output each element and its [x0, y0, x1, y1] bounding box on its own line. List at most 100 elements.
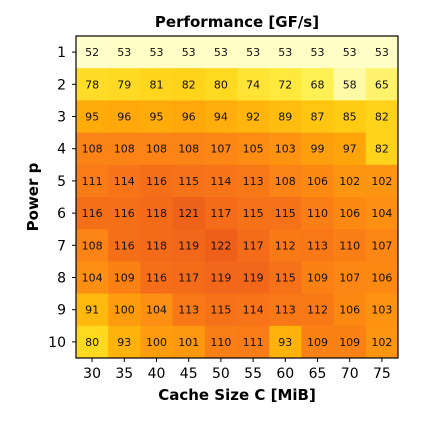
- y-tick-label: 8: [57, 271, 66, 287]
- heatmap-cell: [333, 261, 367, 295]
- cell-value-label: 109: [114, 272, 135, 285]
- heatmap-cell: [108, 100, 141, 134]
- heatmap-cell: [333, 164, 367, 198]
- cell-value-label: 111: [243, 336, 264, 349]
- heatmap-cell: [76, 132, 109, 166]
- heatmap-cell: [237, 293, 270, 327]
- heatmap-cell: [140, 132, 174, 166]
- y-axis-label: Power p: [24, 162, 42, 231]
- cell-value-label: 102: [339, 175, 360, 188]
- cell-value-label: 78: [85, 78, 99, 91]
- heatmap-cell: [172, 261, 206, 295]
- y-tick-label: 6: [57, 206, 66, 222]
- cell-value-label: 65: [375, 78, 389, 91]
- heatmap-cell: [172, 293, 206, 327]
- heatmap-cell: [365, 132, 399, 166]
- cell-value-label: 115: [275, 207, 296, 220]
- heatmap-cell: [76, 36, 109, 69]
- cell-value-label: 58: [343, 78, 357, 91]
- y-tick-labels: 1 2 3 4 5 6 7 8 9 10: [48, 45, 76, 351]
- heatmap-cell: [204, 325, 238, 359]
- heatmap-cell: [237, 68, 270, 101]
- heatmap-cell: [269, 293, 302, 327]
- cell-value-label: 96: [117, 111, 131, 124]
- heatmap-cell: [237, 132, 270, 166]
- cell-value-label: 116: [146, 175, 167, 188]
- y-tick-label: 2: [57, 77, 66, 93]
- cell-value-label: 108: [178, 143, 199, 156]
- cell-value-label: 91: [85, 304, 99, 317]
- y-tick-label: 4: [57, 142, 66, 158]
- heatmap-cell: [108, 229, 141, 262]
- cell-value-label: 97: [343, 143, 357, 156]
- heatmap-cell: [301, 261, 335, 295]
- cell-value-label: 108: [82, 239, 103, 252]
- x-axis-label: Cache Size C [MiB]: [158, 386, 316, 404]
- heatmap-cell: [301, 229, 335, 262]
- heatmap-cell: [333, 132, 367, 166]
- cell-value-label: 106: [339, 207, 360, 220]
- cell-value-label: 104: [371, 207, 392, 220]
- cell-value-label: 53: [150, 46, 164, 59]
- cell-value-label: 115: [243, 207, 264, 220]
- cell-value-label: 111: [82, 175, 103, 188]
- cell-value-label: 115: [178, 175, 199, 188]
- heatmap-cell: [204, 164, 238, 198]
- heatmap-cell: [301, 325, 335, 359]
- heatmap-cell: [108, 132, 141, 166]
- heatmap-cell: [301, 132, 335, 166]
- heatmap-cell: [333, 36, 367, 69]
- cell-value-label: 94: [214, 111, 228, 124]
- cell-value-label: 100: [114, 304, 135, 317]
- y-tick-label: 9: [57, 303, 66, 319]
- cell-value-label: 113: [275, 304, 296, 317]
- heatmap-cell: [172, 132, 206, 166]
- cell-value-label: 85: [343, 111, 357, 124]
- heatmap-cell: [269, 36, 302, 69]
- heatmap-cell: [140, 100, 174, 134]
- cell-value-label: 53: [311, 46, 325, 59]
- heatmap-cell: [76, 164, 109, 198]
- cell-value-label: 102: [371, 175, 392, 188]
- cell-value-label: 87: [311, 111, 325, 124]
- heatmap-cell: [172, 36, 206, 69]
- cell-value-label: 102: [371, 336, 392, 349]
- heatmap-cell: [108, 164, 141, 198]
- x-tick-label: 55: [244, 366, 262, 382]
- cell-value-label: 113: [243, 175, 264, 188]
- cell-value-label: 80: [214, 78, 228, 91]
- cell-value-label: 114: [114, 175, 135, 188]
- cell-value-label: 118: [146, 207, 167, 220]
- cell-value-label: 119: [178, 239, 199, 252]
- cell-value-label: 112: [275, 239, 296, 252]
- heatmap-cell: [237, 197, 270, 230]
- cell-value-label: 52: [85, 46, 99, 59]
- y-tick-label: 5: [57, 174, 66, 190]
- cell-value-label: 108: [82, 143, 103, 156]
- cell-value-label: 116: [82, 207, 103, 220]
- heatmap-cell: [301, 197, 335, 230]
- heatmap-cell: [269, 325, 302, 359]
- heatmap-cell: [301, 36, 335, 69]
- heatmap-cell: [76, 197, 109, 230]
- cell-value-label: 116: [114, 207, 135, 220]
- cell-value-label: 82: [375, 143, 389, 156]
- cell-value-label: 115: [210, 304, 231, 317]
- cell-value-label: 107: [371, 239, 392, 252]
- heatmap-cell: [172, 325, 206, 359]
- cell-value-label: 106: [371, 272, 392, 285]
- heatmap-cell: [204, 197, 238, 230]
- cell-value-label: 96: [182, 111, 196, 124]
- y-tick-label: 3: [57, 110, 66, 126]
- cell-value-label: 121: [178, 207, 199, 220]
- cell-value-label: 122: [210, 239, 231, 252]
- cell-value-label: 93: [117, 336, 131, 349]
- heatmap-cell: [108, 293, 141, 327]
- heatmap-cell: [365, 36, 399, 69]
- x-tick-label: 50: [212, 366, 230, 382]
- cell-value-label: 92: [246, 111, 260, 124]
- cell-value-label: 82: [375, 111, 389, 124]
- heatmap-cell: [76, 68, 109, 101]
- heatmap-cell: [172, 68, 206, 101]
